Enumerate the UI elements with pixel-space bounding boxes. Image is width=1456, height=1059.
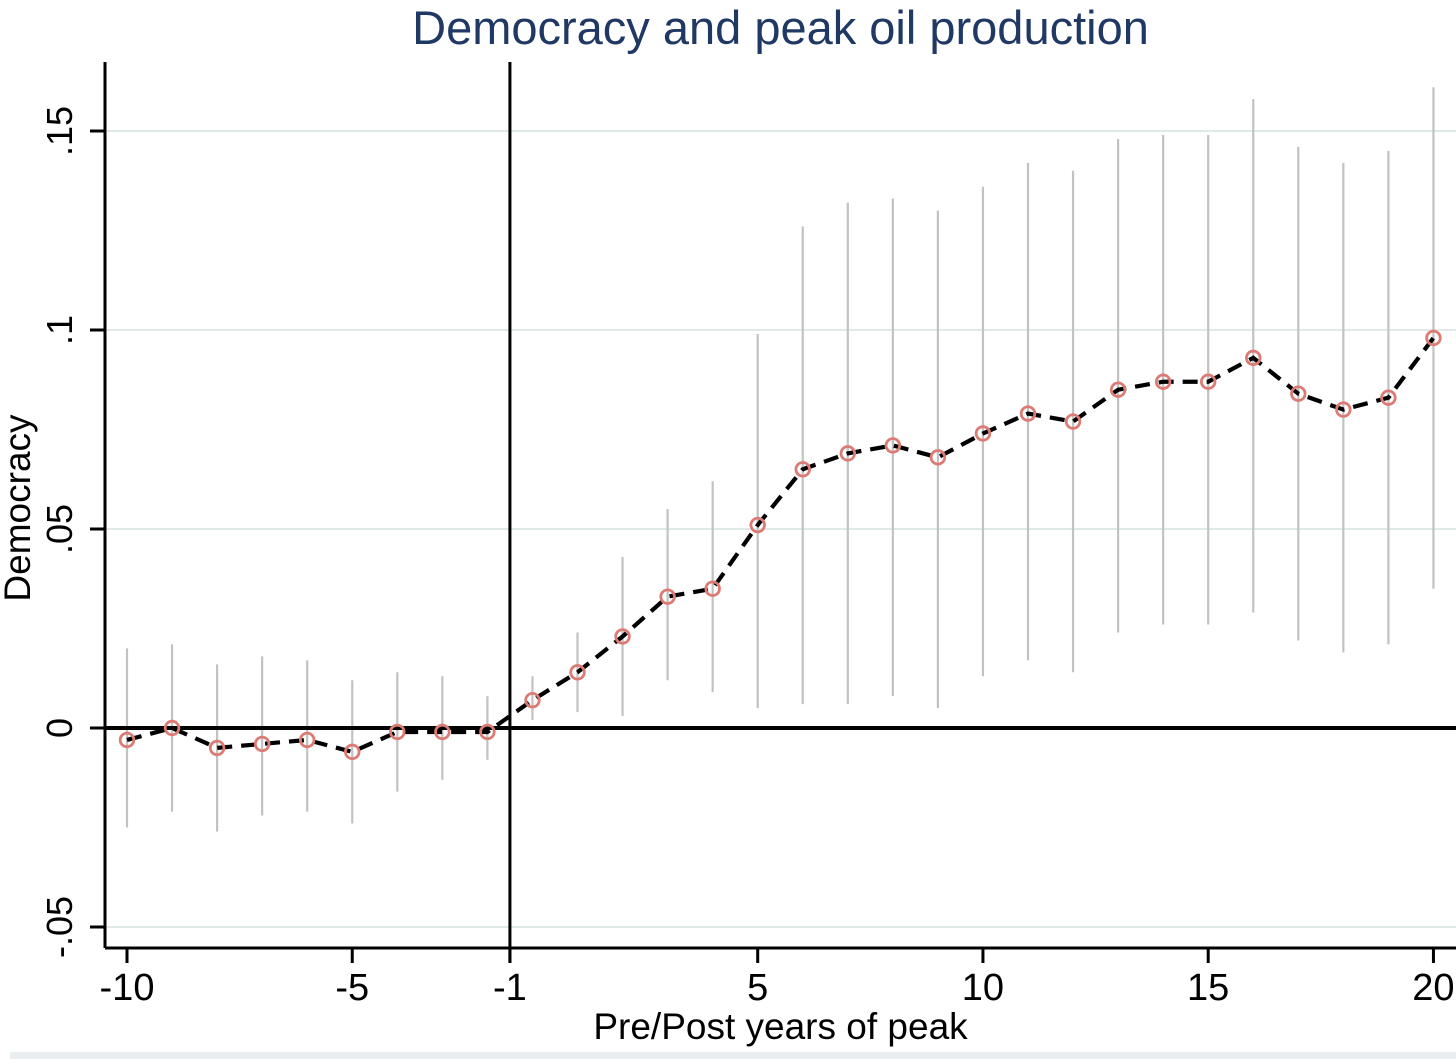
x-tick-label: -1 (493, 967, 527, 1009)
series-point-marker (479, 723, 496, 741)
y-tick-label: .15 (39, 106, 80, 156)
series-point-marker (974, 425, 992, 442)
series-point-marker (884, 437, 902, 454)
series-point-marker (1335, 401, 1352, 418)
series-point-marker (208, 739, 226, 757)
series-point-marker (389, 723, 406, 741)
x-tick-label: -5 (335, 967, 369, 1009)
y-tick-label: .05 (39, 504, 80, 554)
y-tick-label: -.05 (39, 896, 80, 958)
series-point-marker (839, 445, 857, 462)
x-tick-label: 5 (747, 967, 768, 1009)
series-point-marker (253, 735, 271, 753)
series-point-marker (1064, 413, 1082, 430)
series-point-marker (1019, 405, 1037, 422)
series-line (126, 336, 1436, 755)
x-tick-label: 15 (1187, 967, 1229, 1009)
series-point-marker (344, 743, 361, 761)
series-point-marker (163, 719, 181, 737)
series-point-marker (1109, 381, 1127, 398)
series-point-marker (614, 628, 631, 645)
series-point-marker (1380, 389, 1397, 406)
x-tick-label: -10 (100, 967, 155, 1009)
series-point-marker (659, 588, 676, 605)
series-point-marker (704, 580, 721, 597)
series-point-marker (299, 731, 316, 749)
x-tick-label: 20 (1412, 967, 1454, 1009)
series-point-marker (794, 461, 811, 478)
x-tick-label: 10 (962, 967, 1004, 1009)
series-point-marker (434, 723, 451, 741)
series-point-marker (929, 449, 947, 466)
series-point-marker (1425, 329, 1442, 347)
y-tick-label: .1 (39, 315, 80, 345)
x-axis-label: Pre/Post years of peak (593, 1006, 968, 1047)
series-point-marker (1154, 373, 1172, 390)
series-point-marker (118, 731, 136, 749)
series-point-marker (1290, 385, 1307, 402)
series-point-marker (1199, 373, 1217, 390)
series-point-marker (524, 691, 541, 709)
series-point-marker (1245, 349, 1262, 367)
chart-title: Democracy and peak oil production (412, 1, 1149, 54)
series-point-marker (569, 664, 586, 681)
y-tick-label: 0 (39, 718, 80, 738)
series-point-marker (749, 516, 766, 534)
bottom-bar (10, 1052, 1456, 1059)
